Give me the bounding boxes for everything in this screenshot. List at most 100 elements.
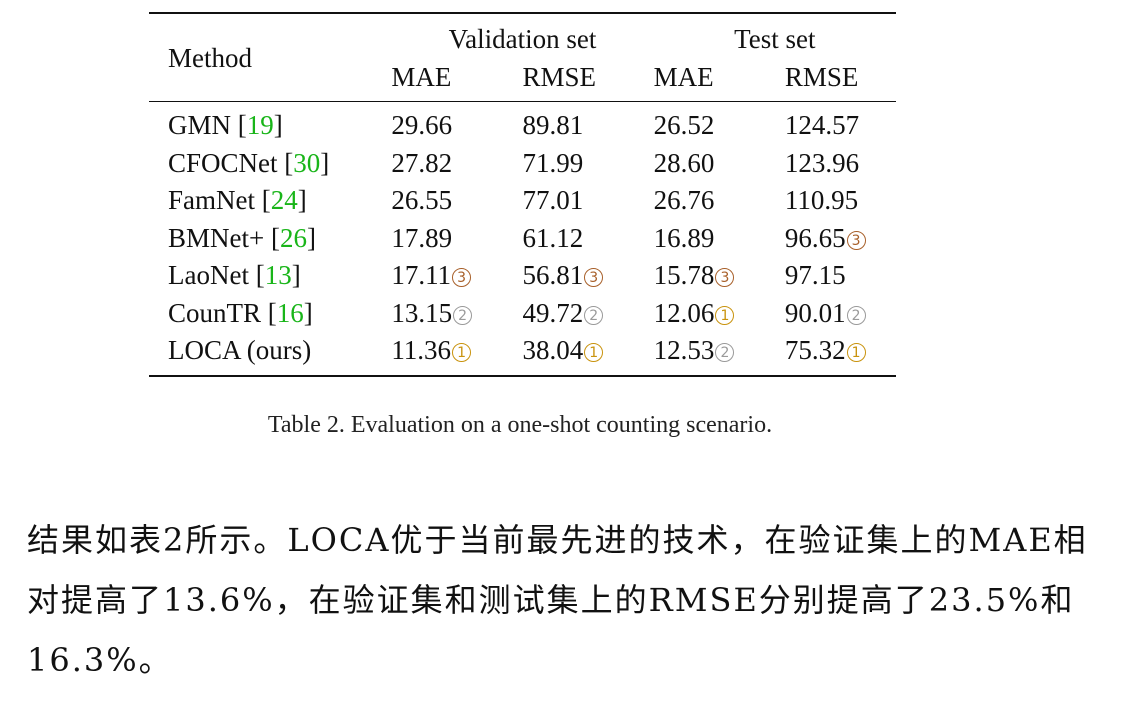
value-text: 15.78 <box>653 260 715 290</box>
value-cell: 97.15 <box>785 257 896 295</box>
method-name: LOCA (ours) <box>168 335 312 365</box>
value-text: 77.01 <box>522 185 584 215</box>
value-cell: 110.95 <box>785 182 896 220</box>
value-cell: 17.89 <box>391 220 522 258</box>
value-text: 49.72 <box>522 297 584 328</box>
value-text: 96.65 <box>784 222 846 253</box>
value-cell: 71.99 <box>522 145 653 183</box>
method-name: CounTR <box>168 297 262 328</box>
method-header: Method <box>168 42 252 73</box>
metric-header: MAE <box>653 61 714 92</box>
value-text: 16.89 <box>653 222 715 253</box>
value-cell: 56.81 3 <box>522 257 653 295</box>
method-name: CFOCNet <box>168 147 278 178</box>
value-text: 28.60 <box>653 147 715 178</box>
rank-1-badge: 1 <box>452 343 472 362</box>
citation-link[interactable]: 19 <box>246 110 274 140</box>
rank-2-badge: 2 <box>584 305 604 325</box>
method-cell: BMNet+ [26] <box>168 222 316 253</box>
method-name: GMN <box>168 110 232 140</box>
table-caption: Table 2. Evaluation on a one-shot counti… <box>267 412 773 438</box>
value-cell: 28.60 <box>654 145 785 183</box>
metric-header: RMSE <box>784 61 859 92</box>
value-cell: 15.78 3 <box>654 257 785 295</box>
value-cell: 29.66 <box>391 107 522 145</box>
value-cell: 11.36 1 <box>391 332 522 370</box>
value-cell: 26.52 <box>654 107 785 145</box>
value-text: 17.11 <box>391 260 452 290</box>
value-cell: 89.81 <box>522 107 653 145</box>
value-text: 26.76 <box>653 185 715 215</box>
rank-3-badge: 3 <box>452 268 472 287</box>
value-cell: 16.89 <box>654 220 785 258</box>
metric-header-row: MAE RMSE MAE RMSE <box>149 59 896 97</box>
citation-link[interactable]: 16 <box>276 297 304 328</box>
value-text: 26.55 <box>391 185 453 215</box>
value-text: 124.57 <box>784 110 860 140</box>
rank-3-badge: 3 <box>715 268 735 287</box>
method-name: BMNet+ <box>168 222 265 253</box>
citation-link[interactable]: 24 <box>270 185 298 215</box>
value-cell: 49.72 2 <box>522 295 653 333</box>
value-cell: 75.32 1 <box>785 332 896 370</box>
method-cell: CFOCNet [30] <box>168 147 330 178</box>
metric-header: MAE <box>391 61 452 92</box>
rank-2-badge: 2 <box>453 305 473 325</box>
group-header-row: Method Validation set Test set <box>149 21 896 73</box>
citation-link[interactable]: 30 <box>293 147 321 178</box>
method-name: FamNet <box>168 185 255 215</box>
value-cell: 27.82 <box>391 145 522 183</box>
value-text: 61.12 <box>522 222 584 253</box>
value-cell: 12.06 1 <box>654 295 785 333</box>
rank-2-badge: 2 <box>715 343 735 362</box>
value-text: 17.89 <box>391 222 453 253</box>
value-text: 97.15 <box>784 260 846 290</box>
value-cell: 123.96 <box>785 145 896 183</box>
value-text: 75.32 <box>784 335 846 365</box>
test-set-header: Test set <box>734 24 816 54</box>
value-cell: 26.55 <box>391 182 522 220</box>
table-row: LOCA (ours) 11.36 1 38.04 1 12.53 2 75.32 1 <box>149 332 896 370</box>
citation-link[interactable]: 13 <box>264 260 292 290</box>
value-cell: 96.65 3 <box>785 220 896 258</box>
value-text: 11.36 <box>391 335 452 365</box>
results-table: Method Validation set Test set MAE RMSE … <box>149 12 896 378</box>
value-text: 89.81 <box>522 110 584 140</box>
rank-3-badge: 3 <box>846 230 866 250</box>
table-body: GMN [19] 29.66 89.81 26.52 124.57 CFOCNet [30… <box>149 107 896 370</box>
method-name: LaoNet <box>168 260 249 290</box>
value-cell: 13.15 2 <box>391 295 522 333</box>
table-row: FamNet [24] 26.55 77.01 26.76 110.95 <box>149 182 896 220</box>
method-cell: LaoNet [13] <box>168 260 301 290</box>
validation-set-header: Validation set <box>448 24 597 54</box>
value-cell: 17.11 3 <box>391 257 522 295</box>
value-text: 123.96 <box>784 147 860 178</box>
value-text: 12.06 <box>653 297 715 328</box>
method-cell: FamNet [24] <box>168 185 307 215</box>
citation-link[interactable]: 26 <box>279 222 307 253</box>
rank-1-badge: 1 <box>584 343 604 362</box>
value-cell: 26.76 <box>654 182 785 220</box>
value-text: 38.04 <box>522 335 584 365</box>
table-row: GMN [19] 29.66 89.81 26.52 124.57 <box>149 107 896 145</box>
method-cell: LOCA (ours) <box>149 332 391 370</box>
value-cell: 124.57 <box>785 107 896 145</box>
value-text: 71.99 <box>522 147 584 178</box>
table-row: LaoNet [13] 17.11 3 56.81 3 15.78 3 97.15 <box>149 257 896 295</box>
rank-1-badge: 1 <box>846 343 866 362</box>
value-text: 90.01 <box>784 297 846 328</box>
value-cell: 61.12 <box>522 220 653 258</box>
value-text: 26.52 <box>653 110 715 140</box>
value-text: 27.82 <box>391 147 453 178</box>
value-text: 12.53 <box>653 335 715 365</box>
value-text: 56.81 <box>522 260 584 290</box>
table-row: BMNet+ [26] 17.89 61.12 16.89 96.65 3 <box>149 220 896 258</box>
chinese-paragraph: 结果如表2所示。LOCA优于当前最先进的技术，在验证集上的MAE相对提高了13.… <box>27 521 1088 679</box>
rank-3-badge: 3 <box>584 268 604 287</box>
value-text: 13.15 <box>391 297 453 328</box>
method-cell: CounTR [16] <box>168 297 313 328</box>
value-cell: 77.01 <box>522 182 653 220</box>
rank-1-badge: 1 <box>715 305 735 325</box>
value-cell: 90.01 2 <box>785 295 896 333</box>
value-text: 110.95 <box>784 185 859 215</box>
